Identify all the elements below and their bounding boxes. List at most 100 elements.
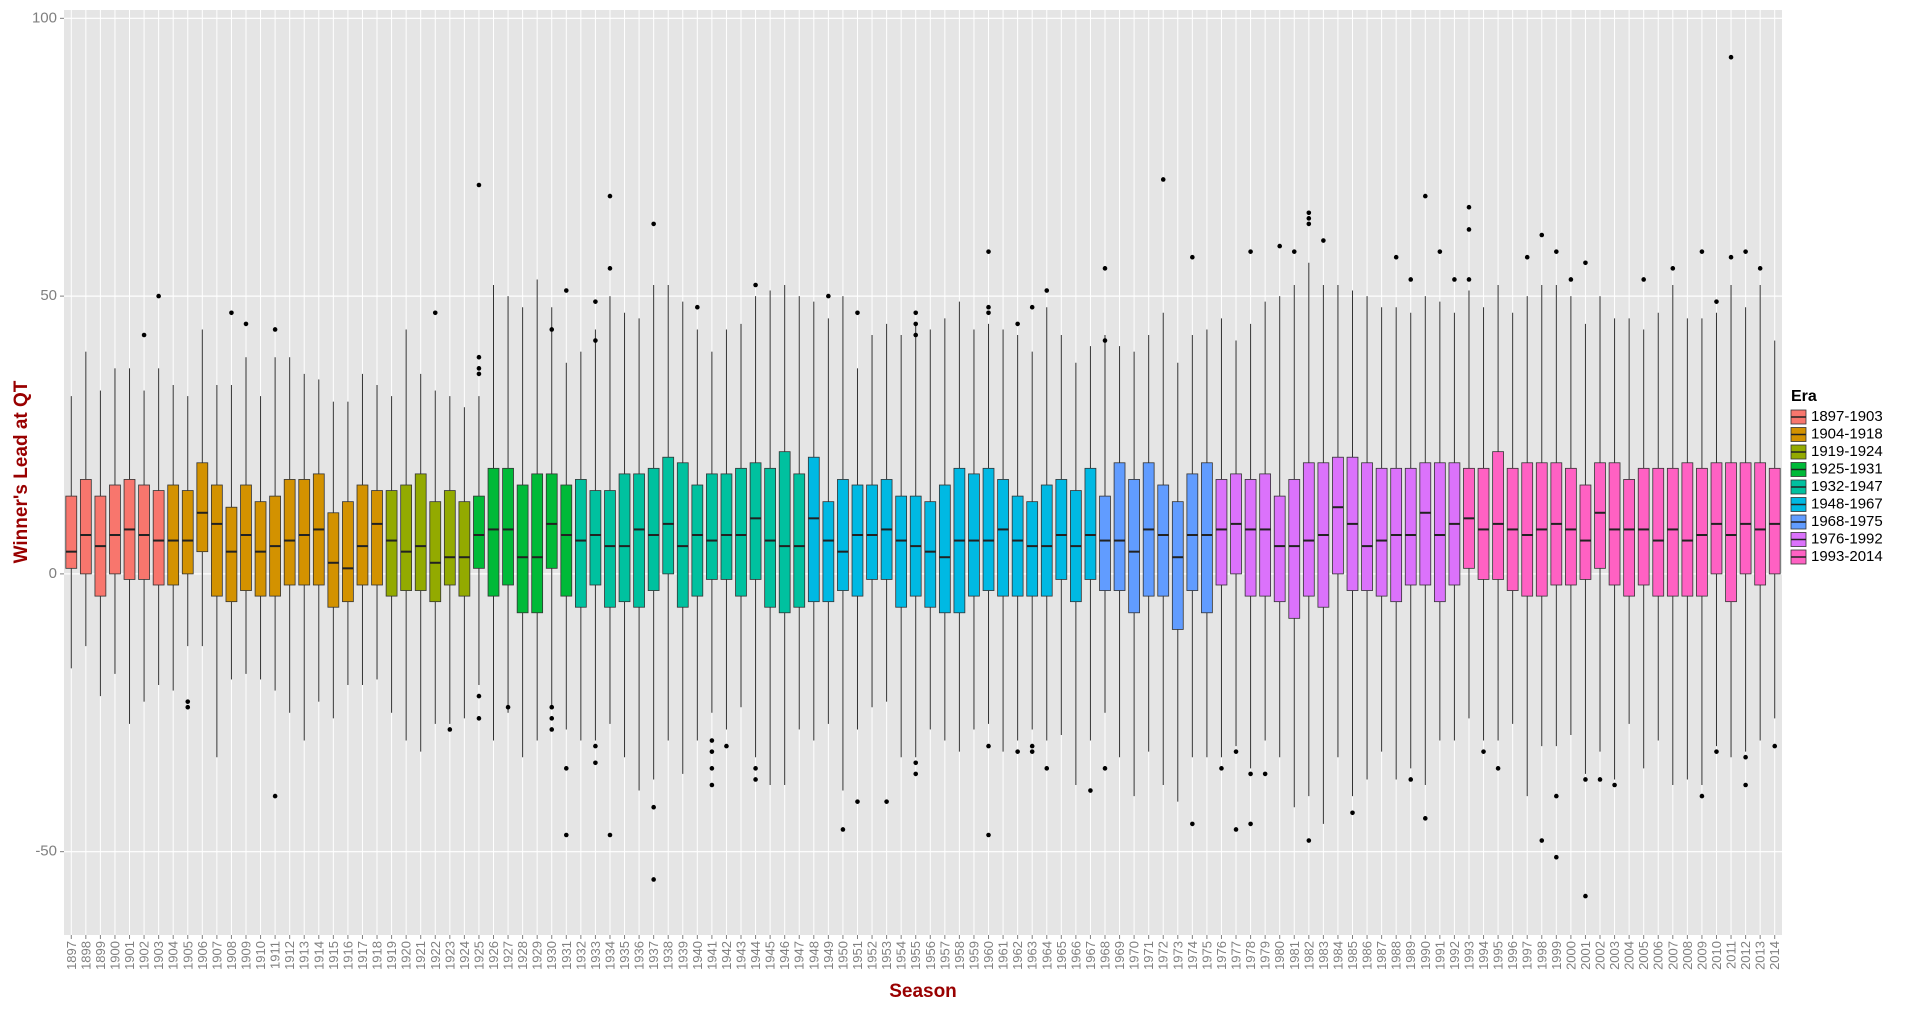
x-tick-label: 1980 — [1272, 941, 1287, 970]
x-tick-label: 1998 — [1534, 941, 1549, 970]
outlier — [1044, 288, 1050, 293]
x-tick-label: 1977 — [1229, 941, 1244, 970]
box — [1288, 479, 1301, 619]
x-tick-label: 1968 — [1097, 941, 1112, 970]
box — [487, 467, 500, 597]
box — [196, 462, 209, 553]
box — [502, 467, 514, 586]
box — [1754, 462, 1767, 586]
x-tick-label: 1969 — [1112, 941, 1127, 970]
x-tick-label: 1995 — [1491, 941, 1506, 970]
box — [152, 490, 165, 586]
outlier — [1728, 54, 1734, 60]
x-tick-label: 1982 — [1301, 941, 1316, 970]
x-tick-label: 1949 — [821, 941, 836, 970]
x-tick-label: 1958 — [952, 941, 967, 970]
outlier — [1699, 793, 1705, 799]
box — [1477, 467, 1490, 580]
box — [1332, 456, 1344, 575]
outlier — [1044, 766, 1050, 771]
outlier — [709, 749, 715, 754]
box — [1637, 467, 1650, 586]
box — [545, 473, 558, 569]
outlier — [1248, 821, 1253, 827]
box — [1739, 462, 1752, 575]
outlier — [1160, 177, 1166, 182]
x-tick-label: 2014 — [1767, 941, 1782, 970]
x-tick-label: 1999 — [1549, 941, 1564, 970]
outlier — [884, 799, 889, 804]
x-tick-label: 1928 — [515, 941, 530, 970]
outlier — [476, 716, 482, 721]
box — [1273, 495, 1286, 603]
outlier — [1422, 193, 1428, 199]
outlier — [753, 777, 758, 782]
x-tick-label: 1935 — [617, 941, 632, 970]
outlier — [549, 327, 555, 332]
box — [1244, 479, 1257, 597]
box — [560, 484, 573, 597]
x-tick-label: 1983 — [1316, 941, 1331, 970]
box — [662, 456, 675, 575]
x-tick-label: 1984 — [1330, 941, 1345, 970]
outlier — [1554, 249, 1559, 254]
y-tick-label: 50 — [40, 287, 57, 304]
box — [1215, 479, 1228, 586]
x-tick-label: 1926 — [486, 941, 501, 970]
x-tick-label: 1989 — [1403, 941, 1418, 970]
outlier — [549, 704, 555, 710]
outlier — [1015, 749, 1020, 754]
outlier — [1190, 821, 1195, 827]
outlier — [607, 266, 613, 271]
outlier — [1466, 227, 1472, 232]
box — [240, 484, 252, 591]
box — [1186, 473, 1199, 591]
legend-label: 1948-1967 — [1811, 495, 1883, 512]
box — [531, 473, 544, 614]
outlier — [1597, 777, 1603, 782]
x-tick-label: 1901 — [122, 941, 137, 970]
box — [254, 501, 267, 597]
box — [1594, 462, 1606, 569]
x-tick-label: 1963 — [1025, 941, 1040, 970]
outlier — [1583, 777, 1588, 782]
outlier — [1714, 749, 1719, 754]
x-tick-label: 2004 — [1622, 941, 1637, 970]
x-tick-label: 2012 — [1738, 941, 1753, 970]
box — [807, 456, 820, 603]
x-tick-label: 1985 — [1345, 941, 1360, 970]
x-tick-label: 1921 — [413, 941, 428, 970]
outlier — [1102, 266, 1108, 271]
box — [1565, 467, 1577, 586]
outlier — [593, 760, 598, 766]
outlier — [709, 782, 715, 788]
outlier — [1393, 254, 1399, 260]
x-tick-label: 1940 — [690, 941, 705, 970]
x-tick-label: 1918 — [370, 941, 385, 970]
box — [65, 495, 78, 569]
outlier — [229, 310, 234, 316]
x-tick-label: 1917 — [355, 941, 370, 970]
box — [1084, 467, 1097, 580]
legend-label: 1993-2014 — [1811, 548, 1883, 565]
y-tick-label: 100 — [32, 9, 57, 26]
outlier — [1554, 854, 1559, 860]
outlier — [243, 321, 249, 327]
outlier — [913, 332, 919, 338]
outlier — [476, 366, 482, 371]
box — [895, 495, 908, 608]
outlier — [1102, 338, 1108, 343]
outlier — [272, 793, 278, 799]
outlier — [753, 282, 758, 288]
outlier — [1277, 243, 1283, 249]
outlier — [1233, 749, 1239, 754]
x-tick-label: 1955 — [908, 941, 923, 970]
outlier — [1714, 299, 1719, 304]
box — [968, 473, 980, 597]
box — [1608, 462, 1621, 586]
x-tick-label: 1946 — [777, 941, 792, 970]
x-tick-label: 1972 — [1156, 941, 1171, 970]
x-tick-label: 1952 — [865, 941, 880, 970]
outlier — [651, 804, 656, 810]
outlier — [1029, 749, 1035, 754]
